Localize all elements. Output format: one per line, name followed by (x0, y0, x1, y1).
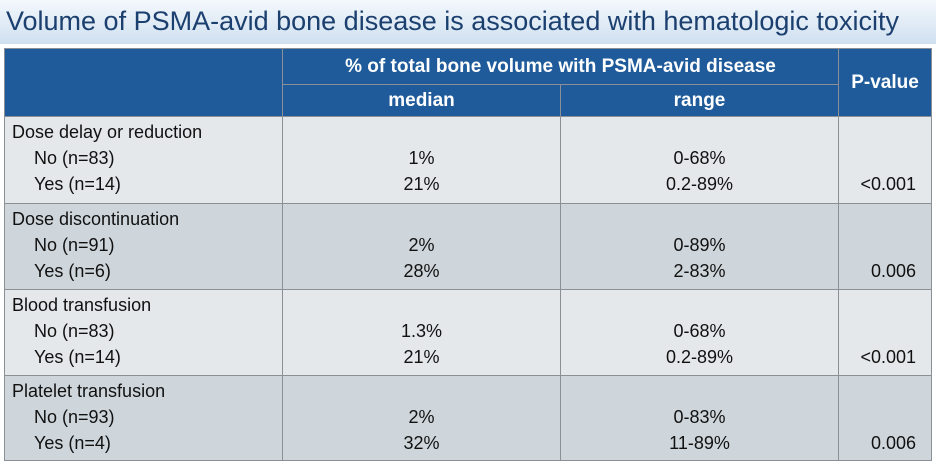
row-label: No (n=83) (34, 148, 115, 168)
range: 0-89% (673, 235, 726, 255)
group-label: Blood transfusion (12, 295, 152, 315)
p-value: 0.006 (870, 261, 916, 281)
body-cell (4, 116, 283, 204)
row-label: Yes (n=14) (34, 174, 121, 194)
body-cell (838, 203, 932, 290)
header-median: median (282, 84, 561, 117)
header-pvalue: P-value (838, 48, 932, 117)
group-label: Dose delay or reduction (12, 122, 203, 142)
body-cell (4, 203, 283, 290)
range: 2-83% (673, 261, 726, 281)
body-cell (4, 375, 283, 461)
row-label: Yes (n=4) (34, 433, 111, 453)
body-cell (838, 375, 932, 461)
row-label: No (n=93) (34, 407, 115, 427)
p-value: <0.001 (860, 174, 916, 194)
body-cell (282, 289, 561, 376)
row-label: No (n=91) (34, 235, 115, 255)
row-label: Yes (n=6) (34, 261, 111, 281)
group-label: Platelet transfusion (12, 381, 166, 401)
median: 21% (403, 347, 440, 367)
header-cell (4, 48, 283, 117)
range: 0-83% (673, 407, 726, 427)
range: 0.2-89% (665, 174, 734, 194)
median: 32% (403, 433, 440, 453)
range: 0-68% (673, 148, 726, 168)
row-label: No (n=83) (34, 321, 115, 341)
header-group: % of total bone volume with PSMA-avid di… (282, 48, 839, 85)
p-value: 0.006 (870, 433, 916, 453)
group-label: Dose discontinuation (12, 209, 180, 229)
median: 28% (403, 261, 440, 281)
range: 0-68% (673, 321, 726, 341)
title: Volume of PSMA-avid bone disease is asso… (6, 6, 899, 36)
median: 2% (408, 407, 435, 427)
body-cell (838, 289, 932, 376)
body-cell (560, 203, 839, 290)
median: 2% (408, 235, 435, 255)
header-range: range (560, 84, 839, 117)
p-value: <0.001 (860, 347, 916, 367)
median: 1.3% (400, 321, 443, 341)
range: 11-89% (669, 433, 730, 453)
body-cell (282, 375, 561, 461)
range: 0.2-89% (665, 347, 734, 367)
body-cell (282, 203, 561, 290)
median: 1% (408, 148, 435, 168)
title-bar: Volume of PSMA-avid bone disease is asso… (0, 0, 936, 44)
row-label: Yes (n=14) (34, 347, 121, 367)
median: 21% (403, 174, 440, 194)
